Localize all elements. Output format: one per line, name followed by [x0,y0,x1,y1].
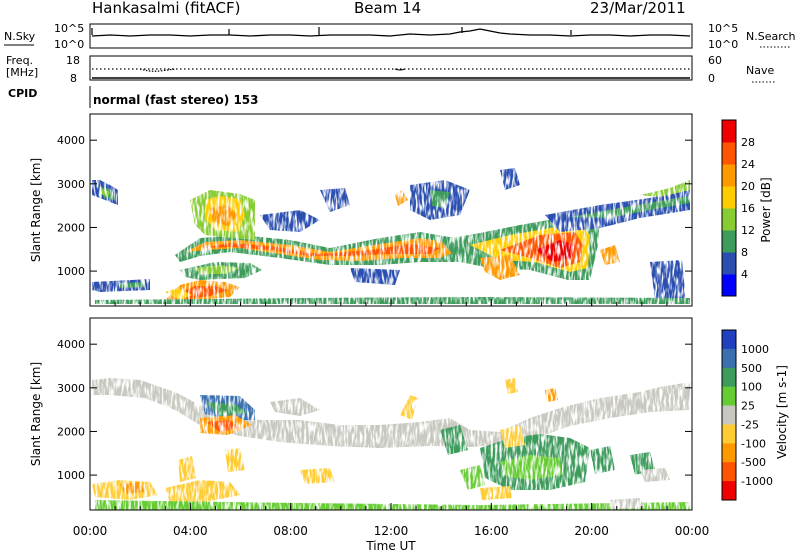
x-tick-label: 04:00 [173,524,208,538]
colorbar-swatch [722,252,736,275]
x-tick-label: 00:00 [675,524,710,538]
y-tick-label: 2000 [57,221,85,234]
nsearch-tick-bottom: 10^0 [708,38,738,51]
nsky-frame [89,23,693,49]
colorbar-tick-label: 8 [741,246,748,259]
nsky-tick-top: 10^5 [54,22,84,35]
velocity-yticks: 1000 2000 3000 4000 [57,338,692,482]
nave-tick-bottom: 0 [708,72,715,85]
velocity-ylabel: Slant Range [km] [29,362,43,466]
power-panel: Slant Range [km] 1000 2000 3000 4000 4 8 12 16… [29,113,773,307]
velocity-colorbar-label: Velocity [m s-1] [775,365,789,459]
colorbar-tick-label: 16 [741,202,755,215]
colorbar-tick-label: -25 [741,418,759,431]
y-tick-label: 4000 [57,338,85,351]
y-tick-label: 3000 [57,178,85,191]
x-tick-label: 20:00 [574,524,609,538]
velocity-colorbar: 1000 500 100 25 -25 -100 -500 -1000 [721,329,773,501]
freq-tick-top: 18 [66,54,80,67]
colorbar-tick-label: -1000 [741,475,773,488]
date-title: 23/Mar/2011 [590,0,686,17]
nsky-label: N.Sky [4,30,36,43]
freq-panel: Freq. [MHz] 18 8 60 0 Nave [6,54,776,85]
colorbar-swatch [722,424,736,444]
cpid-panel: CPID normal (fast stereo) 153 [8,86,259,108]
colorbar-swatch [722,274,736,297]
nave-tick-top: 60 [708,54,722,67]
colorbar-swatch [722,120,736,143]
colorbar-swatch [722,164,736,187]
cpid-text: normal (fast stereo) 153 [93,93,259,107]
colorbar-swatch [722,208,736,231]
colorbar-tick-label: 24 [741,158,755,171]
beam-title: Beam 14 [354,0,421,17]
colorbar-swatch [722,186,736,209]
nsky-panel: N.Sky 10^5 10^0 10^5 10^0 N.Search [4,22,796,51]
x-tick-label: 08:00 [273,524,308,538]
colorbar-tick-label: 1000 [741,343,769,356]
y-tick-label: 3000 [57,382,85,395]
colorbar-swatch [722,443,736,463]
colorbar-swatch [722,405,736,425]
colorbar-tick-label: 25 [741,400,755,413]
y-tick-label: 1000 [57,469,85,482]
cpid-label: CPID [8,87,37,100]
power-ylabel: Slant Range [km] [29,158,43,262]
velocity-xlabel: Time UT [365,539,416,553]
freq-tick-bottom: 8 [70,72,77,85]
colorbar-tick-label: 20 [741,180,755,193]
nsearch-label: N.Search [746,30,796,43]
freq-label: Freq. [6,54,33,67]
power-data [92,168,690,304]
x-tick-label: 00:00 [73,524,108,538]
colorbar-swatch [722,481,736,501]
colorbar-tick-label: 500 [741,362,762,375]
power-colorbar-label: Power [dB] [759,177,773,242]
colorbar-tick-label: 28 [741,136,755,149]
station-title: Hankasalmi (fitACF) [92,0,240,17]
colorbar-swatch [722,230,736,253]
colorbar-frame [721,119,737,297]
power-yticks: 1000 2000 3000 4000 [57,134,692,278]
velocity-xticks: 00:00 04:00 08:00 12:00 16:00 20:00 00:00 [73,299,710,538]
y-tick-label: 4000 [57,134,85,147]
nsearch-tick-top: 10^5 [708,22,738,35]
nave-label: Nave [746,64,774,77]
nsky-tick-bottom: 10^0 [54,38,84,51]
colorbar-tick-label: -500 [741,456,766,469]
x-tick-label: 12:00 [374,524,409,538]
y-tick-label: 2000 [57,425,85,438]
colorbar-tick-label: 12 [741,224,755,237]
colorbar-swatch [722,462,736,482]
power-colorbar: 4 8 12 16 20 24 28 [721,119,755,297]
colorbar-tick-label: 4 [741,268,748,281]
colorbar-tick-label: -100 [741,437,766,450]
colorbar-frame [721,329,737,501]
freq-unit: [MHz] [6,66,38,79]
x-tick-label: 16:00 [474,524,509,538]
y-tick-label: 1000 [57,265,85,278]
colorbar-swatch [722,386,736,407]
nsky-trace [91,28,691,37]
velocity-data [92,378,690,510]
colorbar-tick-label: 100 [741,381,762,394]
colorbar-swatch [722,330,736,350]
colorbar-swatch [722,142,736,165]
colorbar-swatch [722,367,736,388]
freq-frame [89,55,693,81]
colorbar-swatch [722,348,736,369]
